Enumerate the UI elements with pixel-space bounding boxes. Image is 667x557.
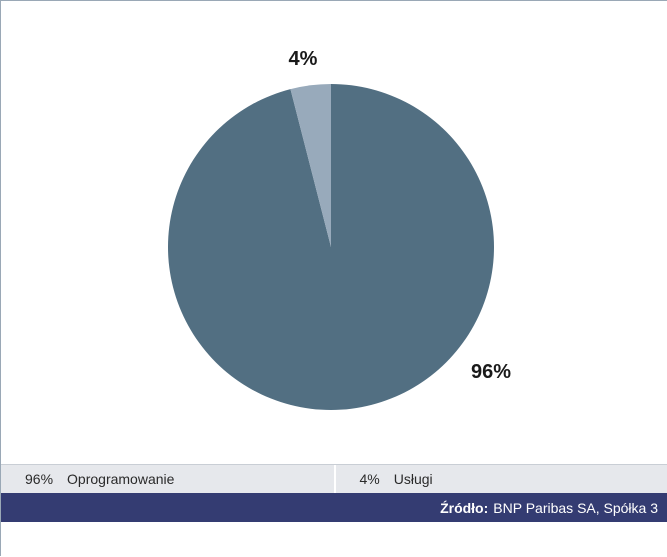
legend-item-value: 4% [360,471,380,487]
legend-item-uslugi: 4% Usługi [334,465,667,493]
pie-chart-area: 96% 4% [1,1,667,464]
bottom-margin [1,522,667,557]
legend-item-oprogramowanie: 96% Oprogramowanie [1,465,334,493]
pie-data-label-0: 96% [471,361,511,383]
source-footer: Źródło: BNP Paribas SA, Spółka 3 [1,493,667,522]
source-text: BNP Paribas SA, Spółka 3 [493,500,658,516]
legend-item-value: 96% [25,471,53,487]
pie-data-label-1: 4% [289,48,318,70]
legend: 96% Oprogramowanie 4% Usługi [1,464,667,493]
legend-item-label: Usługi [394,471,433,487]
legend-item-label: Oprogramowanie [67,471,174,487]
pie-chart: 96% 4% [1,1,667,464]
source-label: Źródło: [440,500,488,516]
